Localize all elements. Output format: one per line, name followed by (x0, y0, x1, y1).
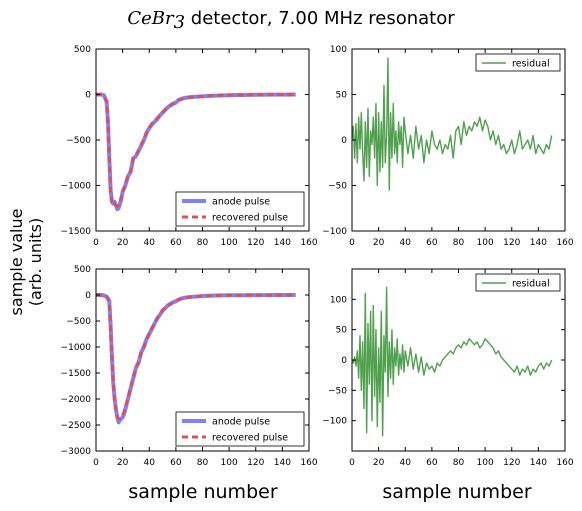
y-tick-label: −3000 (61, 447, 92, 457)
y-tick-label: −2500 (61, 421, 92, 431)
x-axis-label-right: sample number (382, 481, 531, 503)
x-tick-label: 60 (170, 238, 182, 248)
x-tick-label: 20 (117, 238, 129, 248)
legend-label: anode pulse (212, 417, 270, 428)
legend-box (475, 273, 561, 292)
y-tick-label: −100 (322, 227, 347, 237)
y-tick-label: 0 (341, 356, 347, 366)
y-tick-label: 500 (74, 45, 91, 55)
series-line-anode-pulse (96, 293, 296, 425)
panels: 0 20 40 60 80 100 120 140 160−1500−1000−5000500a… (61, 45, 574, 468)
panel-bottom-left: 0 20 40 60 80 100 120 140 160 −3000 −2500 −2000 −150… (61, 265, 318, 468)
x-tick-label: 0 (93, 458, 99, 468)
x-tick-label: 20 (117, 458, 129, 468)
y-tick-label: 500 (74, 265, 91, 275)
x-tick-label: 40 (144, 458, 156, 468)
x-tick-label: 100 (221, 238, 238, 248)
x-tick-label: 100 (221, 458, 238, 468)
y-tick-label: 0 (341, 136, 347, 146)
y-axis-label-line1: sample value (7, 209, 26, 316)
y-axis-label: sample value (arb. units) (7, 209, 45, 316)
x-tick-label: 160 (556, 458, 573, 468)
x-tick-label: 80 (197, 458, 209, 468)
legend-label: recovered pulse (212, 213, 288, 224)
y-axis-label-line2: (arb. units) (26, 218, 45, 307)
x-tick-label: 0 (349, 238, 355, 248)
x-tick-label: 100 (477, 458, 494, 468)
x-tick-label: 100 (477, 238, 494, 248)
x-tick-label: 0 (349, 458, 355, 468)
y-tick-label: −100 (322, 417, 347, 427)
x-tick-label: 140 (530, 458, 547, 468)
x-tick-label: 40 (400, 238, 412, 248)
y-tick-label: −2000 (61, 395, 92, 405)
x-tick-label: 60 (426, 238, 438, 248)
x-tick-label: 60 (426, 458, 438, 468)
panel-bottom-right: 0 20 40 60 80 100 120 140 160 −100 −50 0 50 100 residu… (322, 268, 574, 468)
y-tick-label: 100 (330, 45, 347, 55)
y-tick-label: −500 (66, 136, 91, 146)
y-tick-label: 0 (85, 291, 91, 301)
x-tick-label: 120 (247, 458, 264, 468)
y-tick-label: 50 (336, 326, 348, 336)
legend-box (175, 411, 305, 447)
x-tick-label: 160 (300, 238, 317, 248)
x-tick-label: 80 (453, 238, 465, 248)
legend-label: recovered pulse (212, 433, 288, 444)
series-line-anode-pulse (96, 92, 296, 212)
x-tick-label: 20 (373, 458, 385, 468)
y-tick-label: −500 (66, 317, 91, 327)
x-tick-label: 60 (170, 458, 182, 468)
panel-top-right: 0 20 40 60 80 100 120 140 160 −100 −50 0 50 100 residu… (322, 45, 574, 248)
x-tick-label: 80 (453, 458, 465, 468)
x-tick-label: 160 (300, 458, 317, 468)
legend: anode pulse recovered pulse (175, 411, 305, 447)
series-line-recovered-pulse (96, 93, 296, 208)
legend-box (175, 191, 305, 227)
legend: residual (475, 53, 561, 72)
x-tick-label: 120 (503, 458, 520, 468)
figure-title: CeBr3 detector, 7.00 MHz resonator (127, 8, 455, 33)
y-tick-label: 0 (85, 91, 91, 101)
x-tick-label: 80 (197, 238, 209, 248)
y-tick-label: 50 (336, 91, 348, 101)
y-tick-label: −1000 (61, 182, 92, 192)
legend-label: anode pulse (212, 197, 270, 208)
x-tick-label: 140 (274, 238, 291, 248)
y-tick-label: 100 (330, 295, 347, 305)
x-tick-label: 0 (93, 238, 99, 248)
panel-top-left: 0 20 40 60 80 100 120 140 160 −1500 −1000 −500 0 500 a… (61, 45, 318, 248)
y-tick-label: −1000 (61, 343, 92, 353)
x-tick-label: 120 (503, 238, 520, 248)
y-tick-label: −50 (328, 182, 347, 192)
legend-label: residual (512, 59, 550, 70)
series-line-recovered-pulse (96, 293, 296, 421)
series-line-residual (352, 57, 553, 191)
y-tick-label: −1500 (61, 227, 92, 237)
y-tick-label: −50 (328, 386, 347, 396)
series-line-residual (352, 286, 553, 437)
x-tick-label: 40 (400, 458, 412, 468)
x-tick-label: 120 (247, 238, 264, 248)
x-tick-label: 40 (144, 238, 156, 248)
x-tick-label: 160 (556, 238, 573, 248)
legend-label: residual (512, 279, 550, 290)
x-axis-label-left: sample number (128, 481, 277, 503)
x-tick-label: 20 (373, 238, 385, 248)
x-tick-label: 140 (530, 238, 547, 248)
legend-box (475, 53, 561, 72)
legend: anode pulse recovered pulse (175, 191, 305, 227)
y-tick-label: −1500 (61, 369, 92, 379)
x-tick-label: 140 (274, 458, 291, 468)
legend: residual (475, 273, 561, 292)
